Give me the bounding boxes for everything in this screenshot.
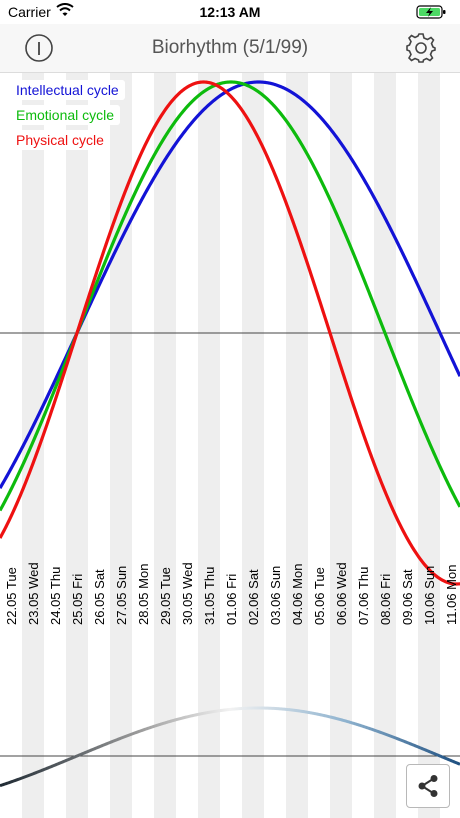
- date-label: 25.05 Fri: [70, 574, 85, 625]
- clock-time: 12:13 AM: [199, 4, 261, 20]
- date-label: 30.05 Wed: [180, 562, 195, 625]
- chart-legend: Intellectual cycle Emotional cycle Physi…: [10, 80, 125, 155]
- page-title: Biorhythm (5/1/99): [151, 37, 309, 58]
- physical-cycle-line: [0, 80, 460, 586]
- date-label: 10.06 Sun: [422, 566, 437, 625]
- wifi-icon: [56, 3, 74, 20]
- date-label: 28.05 Mon: [136, 564, 151, 625]
- date-label: 08.06 Fri: [378, 574, 393, 625]
- date-label: 24.05 Thu: [48, 567, 63, 625]
- day-stripe: [242, 73, 264, 818]
- legend-intellectual: Intellectual cycle: [10, 80, 125, 100]
- day-stripe: [154, 73, 176, 818]
- info-circle-icon: [25, 34, 53, 62]
- settings-button[interactable]: [404, 31, 438, 65]
- day-stripe: [110, 73, 132, 818]
- day-stripe: [66, 73, 88, 818]
- day-stripe: [198, 73, 220, 818]
- date-label: 05.06 Tue: [312, 567, 327, 625]
- overview-cycle-line: [0, 706, 460, 788]
- date-label: 02.06 Sat: [246, 569, 261, 625]
- date-label: 09.06 Sat: [400, 569, 415, 625]
- date-label: 29.05 Tue: [158, 567, 173, 625]
- share-button[interactable]: [406, 764, 450, 808]
- date-label: 01.06 Fri: [224, 574, 239, 625]
- gear-icon: [406, 33, 436, 63]
- day-stripe: [286, 73, 308, 818]
- legend-physical: Physical cycle: [10, 130, 110, 150]
- battery-charging-icon: [416, 5, 448, 22]
- date-label: 26.05 Sat: [92, 569, 107, 625]
- date-label: 06.06 Wed: [334, 562, 349, 625]
- share-icon: [418, 775, 438, 797]
- date-label: 07.06 Thu: [356, 567, 371, 625]
- biorhythm-chart[interactable]: 22.05 Tue 23.05 Wed 24.05 Thu 25.05 Fri 26.0…: [0, 73, 460, 818]
- day-stripe: [330, 73, 352, 818]
- navigation-bar: Biorhythm (5/1/99): [0, 24, 460, 73]
- legend-emotional: Emotional cycle: [10, 105, 121, 125]
- date-label: 03.06 Sun: [268, 566, 283, 625]
- date-label: 23.05 Wed: [26, 562, 41, 625]
- date-label: 04.06 Mon: [290, 564, 305, 625]
- date-label: 11.06 Mon: [444, 565, 459, 625]
- status-bar: Carrier 12:13 AM: [0, 0, 460, 24]
- date-label: 22.05 Tue: [4, 567, 19, 625]
- day-stripe: [374, 73, 396, 818]
- date-label: 27.05 Sun: [114, 566, 129, 625]
- info-button[interactable]: [22, 31, 56, 65]
- carrier-label: Carrier: [8, 4, 51, 20]
- date-label: 31.05 Thu: [202, 567, 217, 625]
